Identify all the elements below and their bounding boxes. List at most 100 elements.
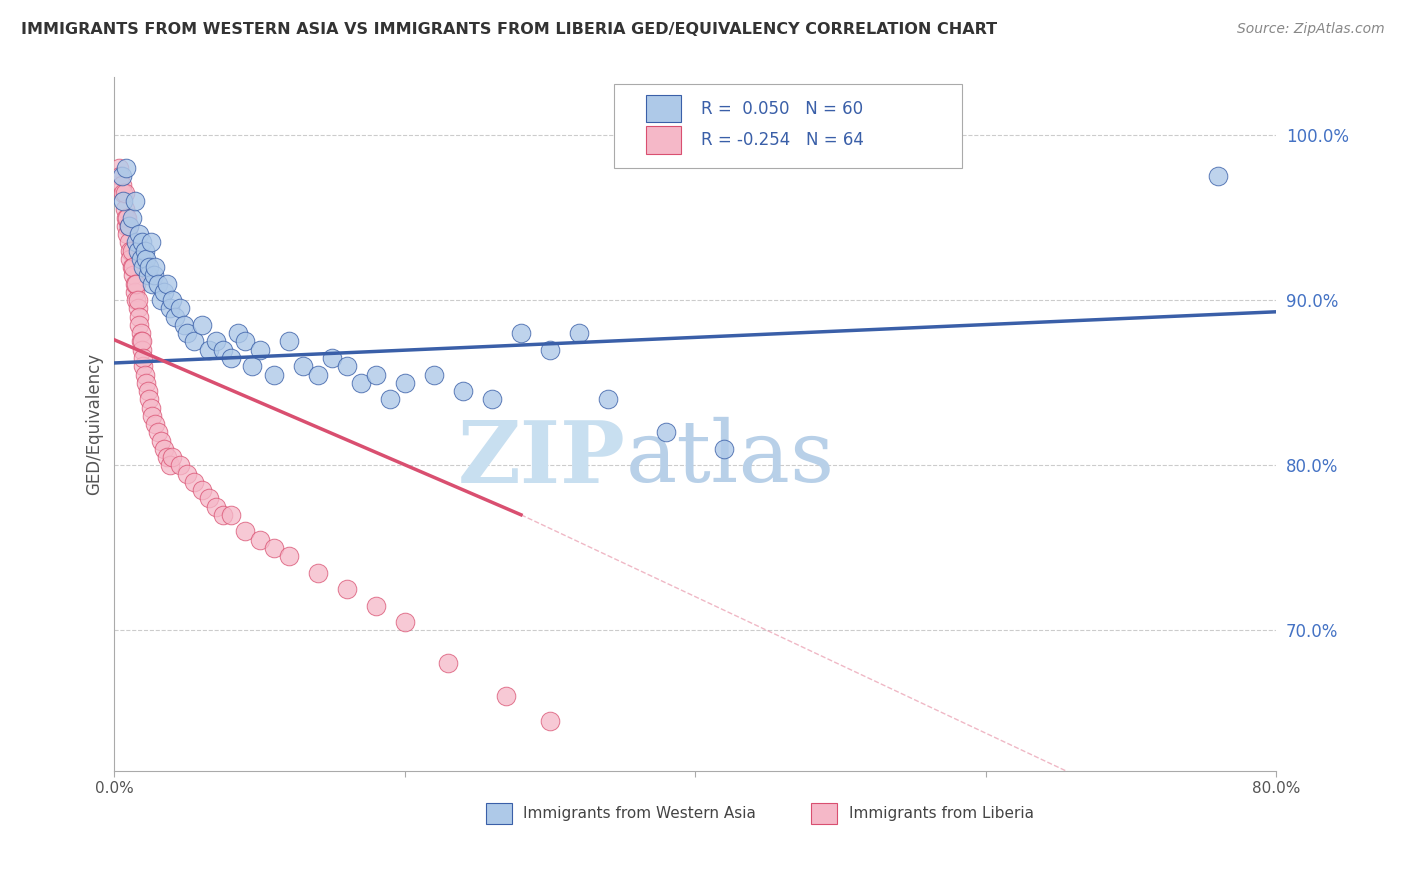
Point — [510, 326, 533, 341]
Point — [117, 211, 139, 225]
Point — [118, 235, 141, 250]
Text: IMMIGRANTS FROM WESTERN ASIA VS IMMIGRANTS FROM LIBERIA GED/EQUIVALENCY CORRELAT: IMMIGRANTS FROM WESTERN ASIA VS IMMIGRAN… — [21, 22, 997, 37]
Point — [1206, 169, 1229, 184]
Point — [146, 425, 169, 440]
Point — [143, 260, 166, 275]
Point — [127, 293, 149, 308]
Text: R = -0.254   N = 64: R = -0.254 N = 64 — [702, 131, 863, 149]
Point — [134, 368, 156, 382]
Y-axis label: GED/Equivalency: GED/Equivalency — [86, 353, 103, 495]
Point — [159, 301, 181, 316]
Point — [380, 392, 402, 407]
Point — [135, 252, 157, 266]
Point — [139, 235, 162, 250]
Point — [568, 326, 591, 341]
Point — [190, 318, 212, 332]
Point — [152, 442, 174, 456]
Point — [115, 161, 138, 176]
Point — [118, 219, 141, 233]
Point — [115, 211, 138, 225]
Point — [233, 334, 256, 349]
Point — [713, 442, 735, 456]
Point — [146, 277, 169, 291]
Text: atlas: atlas — [626, 417, 835, 500]
Point — [655, 425, 678, 440]
FancyBboxPatch shape — [614, 85, 963, 168]
Point — [321, 351, 343, 365]
Point — [122, 260, 145, 275]
Point — [495, 690, 517, 704]
Point — [138, 392, 160, 407]
Point — [598, 392, 620, 407]
Point — [121, 244, 143, 258]
Point — [141, 409, 163, 423]
Point — [125, 235, 148, 250]
Point — [138, 260, 160, 275]
Point — [139, 401, 162, 415]
Point — [111, 169, 134, 184]
Point — [121, 211, 143, 225]
Point — [249, 533, 271, 547]
Point — [141, 277, 163, 291]
Point — [127, 244, 149, 258]
Point — [125, 277, 148, 291]
Point — [538, 714, 561, 728]
Point — [307, 566, 329, 580]
Point — [110, 169, 132, 184]
Point — [114, 186, 136, 200]
Point — [350, 376, 373, 390]
Point — [120, 244, 142, 258]
FancyBboxPatch shape — [647, 95, 682, 122]
Point — [152, 285, 174, 299]
Point — [134, 244, 156, 258]
Point — [117, 227, 139, 242]
Point — [136, 268, 159, 283]
FancyBboxPatch shape — [486, 803, 512, 824]
FancyBboxPatch shape — [647, 126, 682, 153]
Point — [277, 549, 299, 563]
Text: Immigrants from Western Asia: Immigrants from Western Asia — [523, 806, 756, 821]
Point — [176, 467, 198, 481]
Point — [394, 376, 416, 390]
Point — [143, 417, 166, 431]
FancyBboxPatch shape — [811, 803, 837, 824]
Point — [136, 384, 159, 398]
Point — [162, 450, 184, 464]
Point — [129, 334, 152, 349]
Point — [198, 491, 221, 506]
Point — [156, 277, 179, 291]
Point — [132, 260, 155, 275]
Point — [336, 582, 359, 596]
Point — [292, 359, 315, 374]
Point — [128, 227, 150, 242]
Point — [364, 368, 387, 382]
Point — [263, 541, 285, 555]
Point — [183, 334, 205, 349]
Point — [162, 293, 184, 308]
Point — [263, 368, 285, 382]
Text: ZIP: ZIP — [458, 417, 626, 500]
Point — [249, 343, 271, 357]
Point — [219, 508, 242, 522]
Point — [307, 368, 329, 382]
Point — [127, 301, 149, 316]
Point — [142, 268, 165, 283]
Point — [135, 376, 157, 390]
Point — [111, 178, 134, 192]
Point — [129, 326, 152, 341]
Point — [173, 318, 195, 332]
Point — [131, 334, 153, 349]
Point — [128, 318, 150, 332]
Text: R =  0.050   N = 60: R = 0.050 N = 60 — [702, 100, 863, 118]
Point — [128, 310, 150, 324]
Point — [124, 277, 146, 291]
Point — [114, 202, 136, 217]
Point — [176, 326, 198, 341]
Point — [165, 310, 187, 324]
Point — [120, 252, 142, 266]
Point — [124, 285, 146, 299]
Point — [124, 194, 146, 209]
Point — [132, 351, 155, 365]
Point — [190, 483, 212, 497]
Point — [169, 458, 191, 473]
